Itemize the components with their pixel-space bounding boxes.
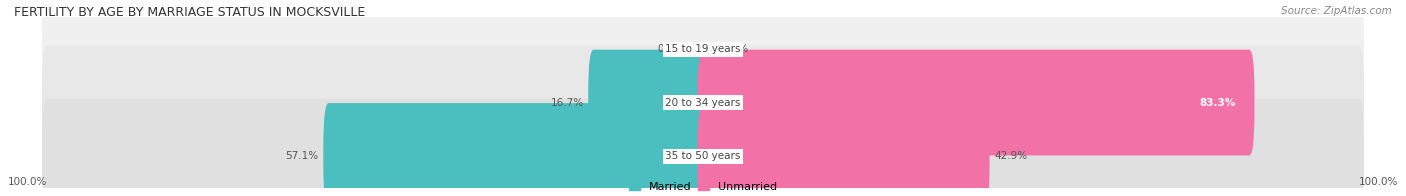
FancyBboxPatch shape <box>588 50 709 155</box>
Text: 35 to 50 years: 35 to 50 years <box>665 151 741 161</box>
Text: 57.1%: 57.1% <box>285 151 319 161</box>
Text: 100.0%: 100.0% <box>1358 177 1398 187</box>
Text: 100.0%: 100.0% <box>8 177 48 187</box>
Text: 16.7%: 16.7% <box>551 98 583 108</box>
Text: 0.0%: 0.0% <box>657 44 683 54</box>
FancyBboxPatch shape <box>42 99 1364 196</box>
FancyBboxPatch shape <box>697 50 1254 155</box>
Text: 42.9%: 42.9% <box>994 151 1028 161</box>
FancyBboxPatch shape <box>42 0 1364 106</box>
FancyBboxPatch shape <box>697 103 990 196</box>
FancyBboxPatch shape <box>323 103 709 196</box>
Text: Source: ZipAtlas.com: Source: ZipAtlas.com <box>1281 6 1392 16</box>
Text: FERTILITY BY AGE BY MARRIAGE STATUS IN MOCKSVILLE: FERTILITY BY AGE BY MARRIAGE STATUS IN M… <box>14 6 366 19</box>
FancyBboxPatch shape <box>42 45 1364 160</box>
Text: 0.0%: 0.0% <box>723 44 749 54</box>
Text: 83.3%: 83.3% <box>1199 98 1236 108</box>
Legend: Married, Unmarried: Married, Unmarried <box>624 177 782 196</box>
Text: 20 to 34 years: 20 to 34 years <box>665 98 741 108</box>
Text: 15 to 19 years: 15 to 19 years <box>665 44 741 54</box>
